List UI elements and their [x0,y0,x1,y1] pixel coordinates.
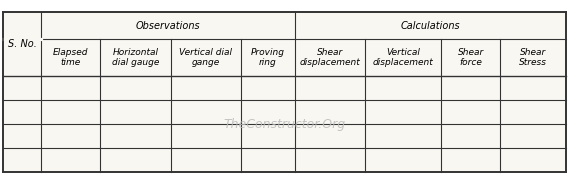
Text: Calculations: Calculations [400,21,460,30]
Text: Vertical dial
gange: Vertical dial gange [179,48,232,67]
Text: TheConstructor.Org: TheConstructor.Org [223,118,346,131]
Text: Shear
force: Shear force [458,48,484,67]
Text: Shear
displacement: Shear displacement [299,48,360,67]
Text: Observations: Observations [136,21,201,30]
Text: Vertical
displacement: Vertical displacement [373,48,433,67]
Text: Shear
Stress: Shear Stress [519,48,548,67]
Text: Elapsed
time: Elapsed time [53,48,89,67]
Text: S. No.: S. No. [7,39,36,49]
Text: Horizontal
dial gauge: Horizontal dial gauge [112,48,159,67]
Text: Proving
ring: Proving ring [251,48,285,67]
